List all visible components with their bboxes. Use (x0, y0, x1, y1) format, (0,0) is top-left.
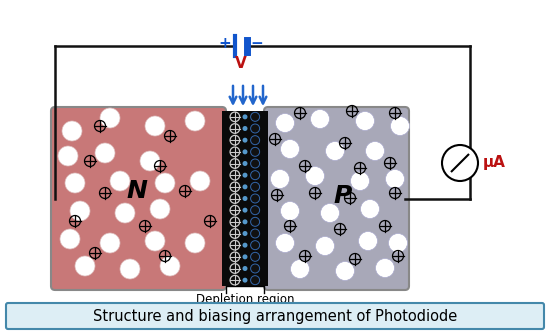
Circle shape (70, 201, 90, 221)
Circle shape (243, 114, 248, 119)
Circle shape (243, 208, 248, 213)
Circle shape (251, 112, 260, 121)
Circle shape (60, 229, 80, 249)
Circle shape (251, 182, 260, 191)
Circle shape (251, 241, 260, 250)
Circle shape (251, 171, 260, 180)
Circle shape (100, 108, 120, 128)
Circle shape (251, 276, 260, 285)
FancyBboxPatch shape (51, 107, 226, 290)
Circle shape (359, 231, 377, 251)
Circle shape (243, 266, 248, 271)
Circle shape (243, 231, 248, 236)
Text: Depletion region: Depletion region (196, 293, 294, 306)
Circle shape (65, 173, 85, 193)
Circle shape (311, 110, 329, 128)
Circle shape (243, 149, 248, 154)
Circle shape (326, 141, 344, 161)
Circle shape (190, 171, 210, 191)
Circle shape (75, 256, 95, 276)
Circle shape (280, 202, 300, 220)
FancyBboxPatch shape (6, 303, 544, 329)
Circle shape (251, 217, 260, 226)
Circle shape (276, 233, 294, 253)
Circle shape (120, 259, 140, 279)
Text: V: V (235, 57, 247, 71)
Circle shape (243, 161, 248, 166)
Text: +: + (219, 35, 232, 51)
Circle shape (58, 146, 78, 166)
Circle shape (251, 159, 260, 168)
Bar (222, 111, 268, 286)
Circle shape (115, 203, 135, 223)
Circle shape (251, 229, 260, 238)
Circle shape (355, 112, 375, 130)
Text: −: − (251, 35, 263, 51)
Circle shape (251, 206, 260, 215)
FancyBboxPatch shape (264, 107, 409, 290)
Text: Structure and biasing arrangement of Photodiode: Structure and biasing arrangement of Pho… (93, 308, 457, 323)
Circle shape (360, 200, 379, 218)
Circle shape (100, 233, 120, 253)
Circle shape (251, 147, 260, 156)
Circle shape (376, 259, 394, 277)
Circle shape (276, 114, 294, 132)
Circle shape (243, 243, 248, 248)
Circle shape (271, 169, 289, 188)
Circle shape (243, 278, 248, 283)
Text: P: P (334, 184, 352, 208)
Circle shape (388, 233, 408, 253)
Circle shape (305, 166, 324, 185)
Circle shape (243, 138, 248, 143)
Circle shape (316, 237, 334, 256)
Circle shape (251, 264, 260, 273)
Circle shape (290, 260, 310, 278)
Circle shape (251, 252, 260, 261)
Circle shape (243, 173, 248, 178)
Circle shape (321, 204, 339, 222)
Circle shape (366, 141, 384, 161)
Circle shape (390, 117, 410, 135)
Circle shape (243, 254, 248, 259)
Circle shape (243, 196, 248, 201)
Text: N: N (126, 179, 147, 203)
Circle shape (336, 261, 355, 280)
Circle shape (243, 219, 248, 224)
Circle shape (95, 143, 115, 163)
Circle shape (140, 151, 160, 171)
Circle shape (145, 116, 165, 136)
Circle shape (185, 233, 205, 253)
Circle shape (145, 231, 165, 251)
Circle shape (386, 169, 404, 188)
Circle shape (155, 173, 175, 193)
Circle shape (243, 184, 248, 189)
Circle shape (442, 145, 478, 181)
Circle shape (251, 124, 260, 133)
Circle shape (185, 111, 205, 131)
Circle shape (243, 126, 248, 131)
Circle shape (251, 194, 260, 203)
Text: μA: μA (483, 156, 506, 170)
Circle shape (280, 139, 300, 159)
Circle shape (110, 171, 130, 191)
Circle shape (160, 256, 180, 276)
Circle shape (62, 121, 82, 141)
Circle shape (350, 171, 370, 191)
Circle shape (150, 199, 170, 219)
Circle shape (251, 136, 260, 145)
